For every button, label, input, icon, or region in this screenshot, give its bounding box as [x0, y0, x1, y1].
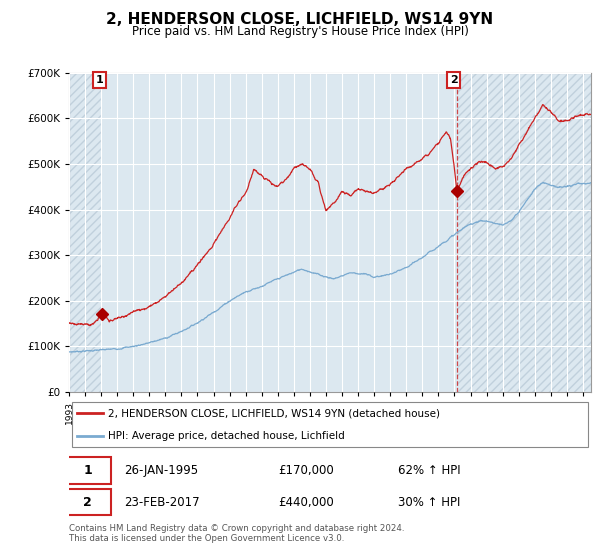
Bar [69, 73, 103, 392]
Text: Price paid vs. HM Land Registry's House Price Index (HPI): Price paid vs. HM Land Registry's House … [131, 25, 469, 38]
Text: 26-JAN-1995: 26-JAN-1995 [124, 464, 198, 477]
Text: 23-FEB-2017: 23-FEB-2017 [124, 496, 199, 508]
Text: 2: 2 [450, 75, 458, 85]
Text: 2, HENDERSON CLOSE, LICHFIELD, WS14 9YN: 2, HENDERSON CLOSE, LICHFIELD, WS14 9YN [106, 12, 494, 27]
Text: 30% ↑ HPI: 30% ↑ HPI [398, 496, 460, 508]
Text: £440,000: £440,000 [278, 496, 334, 508]
Text: 1: 1 [95, 75, 103, 85]
Text: HPI: Average price, detached house, Lichfield: HPI: Average price, detached house, Lich… [108, 431, 345, 441]
FancyBboxPatch shape [71, 402, 589, 447]
Text: 1: 1 [83, 464, 92, 477]
Text: Contains HM Land Registry data © Crown copyright and database right 2024.
This d: Contains HM Land Registry data © Crown c… [69, 524, 404, 543]
FancyBboxPatch shape [65, 489, 111, 515]
Text: 2: 2 [83, 496, 92, 508]
Text: 62% ↑ HPI: 62% ↑ HPI [398, 464, 460, 477]
Bar [457, 73, 591, 392]
Text: £170,000: £170,000 [278, 464, 334, 477]
FancyBboxPatch shape [65, 457, 111, 484]
Text: 2, HENDERSON CLOSE, LICHFIELD, WS14 9YN (detached house): 2, HENDERSON CLOSE, LICHFIELD, WS14 9YN … [108, 408, 440, 418]
